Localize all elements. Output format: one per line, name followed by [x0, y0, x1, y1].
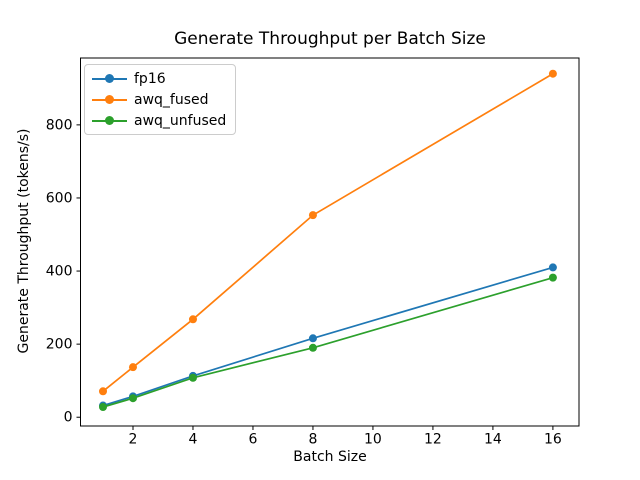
data-point-awq_unfused [308, 343, 317, 352]
legend: fp16 awq_fused awq_unfused [84, 64, 237, 135]
legend-sample-awq-unfused [92, 115, 127, 126]
series-line-awq_unfused [102, 276, 554, 408]
x-tick-label: 8 [308, 432, 317, 448]
y-tick-label: 0 [64, 410, 73, 426]
x-tick-label: 14 [484, 432, 502, 448]
y-axis-label-text: Generate Throughput (tokens/s) [16, 128, 32, 354]
data-point-awq_fused [188, 315, 197, 324]
legend-item-awq-unfused: awq_unfused [92, 110, 226, 131]
data-point-awq_fused [98, 387, 107, 396]
data-point-awq_fused [128, 363, 137, 372]
legend-marker-icon [105, 73, 114, 83]
data-point-awq_fused [548, 69, 557, 78]
data-point-awq_unfused [188, 373, 197, 382]
legend-marker-icon [105, 94, 114, 104]
x-tick-label: 12 [424, 432, 442, 448]
x-tick-label: 2 [129, 432, 138, 448]
data-point-awq_fused [308, 211, 317, 220]
legend-sample-fp16 [92, 73, 127, 84]
legend-label: awq_fused [134, 91, 209, 108]
legend-item-fp16: fp16 [92, 68, 226, 89]
data-point-fp16 [308, 334, 317, 343]
y-tick-label: 800 [46, 117, 73, 133]
legend-marker-icon [105, 115, 114, 125]
legend-item-awq-fused: awq_fused [92, 89, 226, 110]
x-tick-label: 10 [364, 432, 382, 448]
chart-title: Generate Throughput per Batch Size [174, 29, 486, 49]
data-point-awq_unfused [548, 273, 557, 282]
y-tick-label: 600 [46, 190, 73, 206]
data-point-awq_unfused [98, 402, 107, 411]
y-tick-label: 400 [46, 264, 73, 280]
legend-sample-awq-fused [92, 94, 127, 105]
x-tick-label: 16 [544, 432, 562, 448]
x-tick-label: 6 [249, 432, 258, 448]
data-point-awq_unfused [128, 394, 137, 403]
x-axis-label: Batch Size [293, 449, 367, 465]
x-tick-label: 4 [189, 432, 198, 448]
data-point-fp16 [548, 263, 557, 272]
plot-border [80, 57, 580, 427]
legend-label: fp16 [134, 70, 166, 87]
y-tick-label: 200 [46, 337, 73, 353]
legend-label: awq_unfused [134, 112, 227, 129]
